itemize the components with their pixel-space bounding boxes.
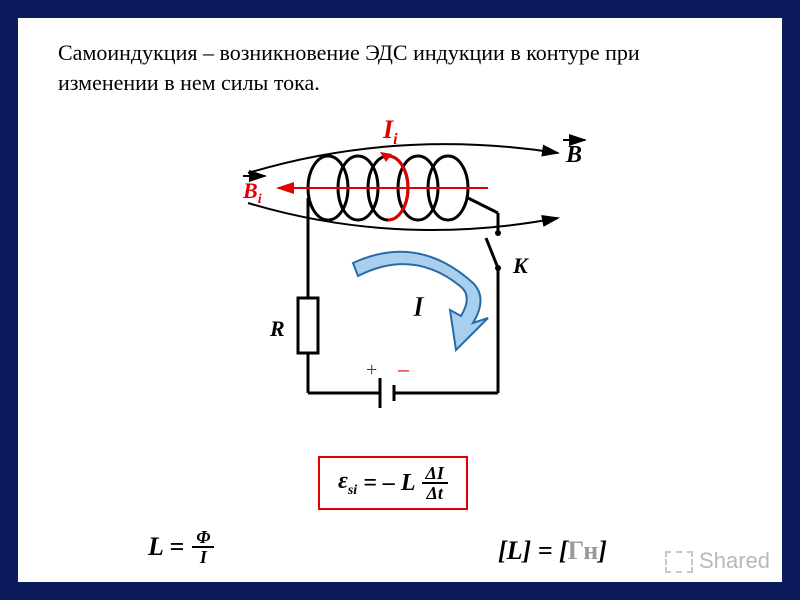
emf-fraction: ΔI Δt [422, 464, 448, 502]
svg-text:I: I [412, 292, 425, 323]
unit-henry: Гн [568, 536, 599, 565]
emf-formula-box: εsi = – L ΔI Δt [318, 456, 468, 510]
svg-text:+: + [366, 359, 377, 381]
inductance-formula: L = Φ I [148, 528, 214, 566]
self-induction-diagram: B Ii Bi [188, 118, 608, 408]
L-num: Φ [192, 528, 214, 548]
diagram-svg: B Ii Bi [188, 118, 608, 418]
shared-label: Shared [699, 548, 770, 573]
emf-lhs: εsi [338, 468, 357, 499]
svg-text:R: R [269, 316, 285, 341]
svg-text:–: – [397, 356, 410, 381]
unit-rhs: ] [598, 536, 607, 565]
emf-den: Δt [423, 484, 447, 502]
shared-icon [665, 551, 693, 573]
slide-background: Самоиндукция – возникновение ЭДС индукци… [0, 0, 800, 600]
svg-text:K: K [512, 253, 529, 278]
svg-text:Bi: Bi [242, 178, 262, 207]
emf-eq: = – L [363, 470, 415, 497]
L-lhs: L = [148, 532, 184, 562]
inductance-unit: [L] = [Гн] [498, 536, 607, 566]
svg-text:Ii: Ii [382, 118, 398, 148]
unit-lhs: [L] = [ [498, 536, 568, 565]
shared-watermark: Shared [665, 548, 770, 574]
definition-text: Самоиндукция – возникновение ЭДС индукци… [58, 38, 738, 97]
svg-text:B: B [565, 142, 582, 168]
content-panel: Самоиндукция – возникновение ЭДС индукци… [18, 18, 782, 582]
L-fraction: Φ I [192, 528, 214, 566]
L-den: I [196, 548, 211, 566]
emf-num: ΔI [422, 464, 448, 484]
